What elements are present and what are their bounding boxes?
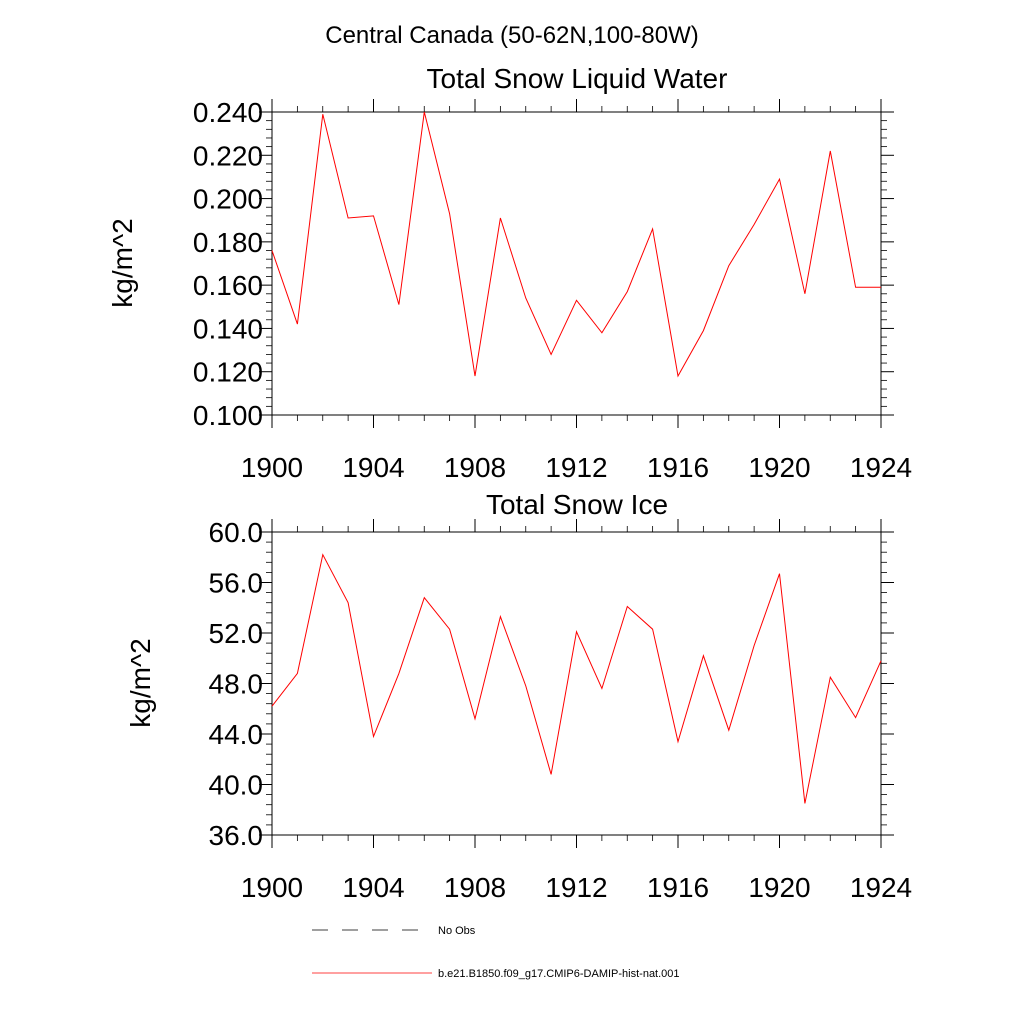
panel-title-snow-ice: Total Snow Ice	[486, 489, 668, 520]
x-tick-label: 1924	[850, 452, 912, 483]
x-tick-label: 1920	[748, 872, 810, 903]
plot-frame-snow-liquid-water	[271, 111, 882, 416]
region-title: Central Canada (50-62N,100-80W)	[325, 22, 699, 49]
y-tick-label: 0.240	[193, 97, 263, 128]
legend: No Obs b.e21.B1850.f09_g17.CMIP6-DAMIP-h…	[312, 925, 680, 980]
y-tick-label: 0.220	[193, 140, 263, 171]
x-tick-label: 1916	[647, 872, 709, 903]
y-tick-label: 0.180	[193, 227, 263, 258]
x-tick-label: 1904	[342, 872, 404, 903]
x-tick-label: 1904	[342, 452, 404, 483]
y-tick-label: 40.0	[209, 770, 264, 801]
y-tick-label: 36.0	[209, 820, 264, 851]
panel-title-snow-liquid-water: Total Snow Liquid Water	[427, 63, 728, 94]
y-tick-label: 48.0	[209, 669, 264, 700]
x-tick-label: 1908	[444, 872, 506, 903]
x-tick-label: 1900	[241, 872, 303, 903]
y-tick-label: 60.0	[209, 517, 264, 548]
x-tick-label: 1908	[444, 452, 506, 483]
x-tick-label: 1924	[850, 872, 912, 903]
y-tick-label: 56.0	[209, 568, 264, 599]
x-tick-label: 1912	[545, 872, 607, 903]
y-tick-label: 0.120	[193, 357, 263, 388]
x-tick-label: 1916	[647, 452, 709, 483]
y-tick-label: 0.160	[193, 270, 263, 301]
y-tick-label: 0.100	[193, 400, 263, 431]
x-tick-label: 1912	[545, 452, 607, 483]
panel-snow-liquid-water: Total Snow Liquid Water kg/m^2 0.100 0.12…	[107, 63, 912, 483]
y-tick-label: 0.140	[193, 313, 263, 344]
x-tick-label: 1920	[748, 452, 810, 483]
series-line-snow-liquid-water	[271, 111, 881, 378]
y-tick-label: 0.200	[193, 184, 263, 215]
legend-label-no-obs: No Obs	[438, 925, 476, 937]
y-axis-label-snow-ice: kg/m^2	[125, 638, 156, 727]
y-axis-label-snow-liquid-water: kg/m^2	[107, 218, 138, 307]
panel-snow-ice: Total Snow Ice kg/m^2 36.0 40.0 44.0 48.0 52…	[125, 489, 912, 903]
y-tick-label: 52.0	[209, 618, 264, 649]
y-tick-label: 44.0	[209, 719, 264, 750]
series-line-snow-ice	[271, 553, 882, 804]
x-tick-label: 1900	[241, 452, 303, 483]
legend-label-model: b.e21.B1850.f09_g17.CMIP6-DAMIP-hist-nat…	[438, 968, 680, 980]
